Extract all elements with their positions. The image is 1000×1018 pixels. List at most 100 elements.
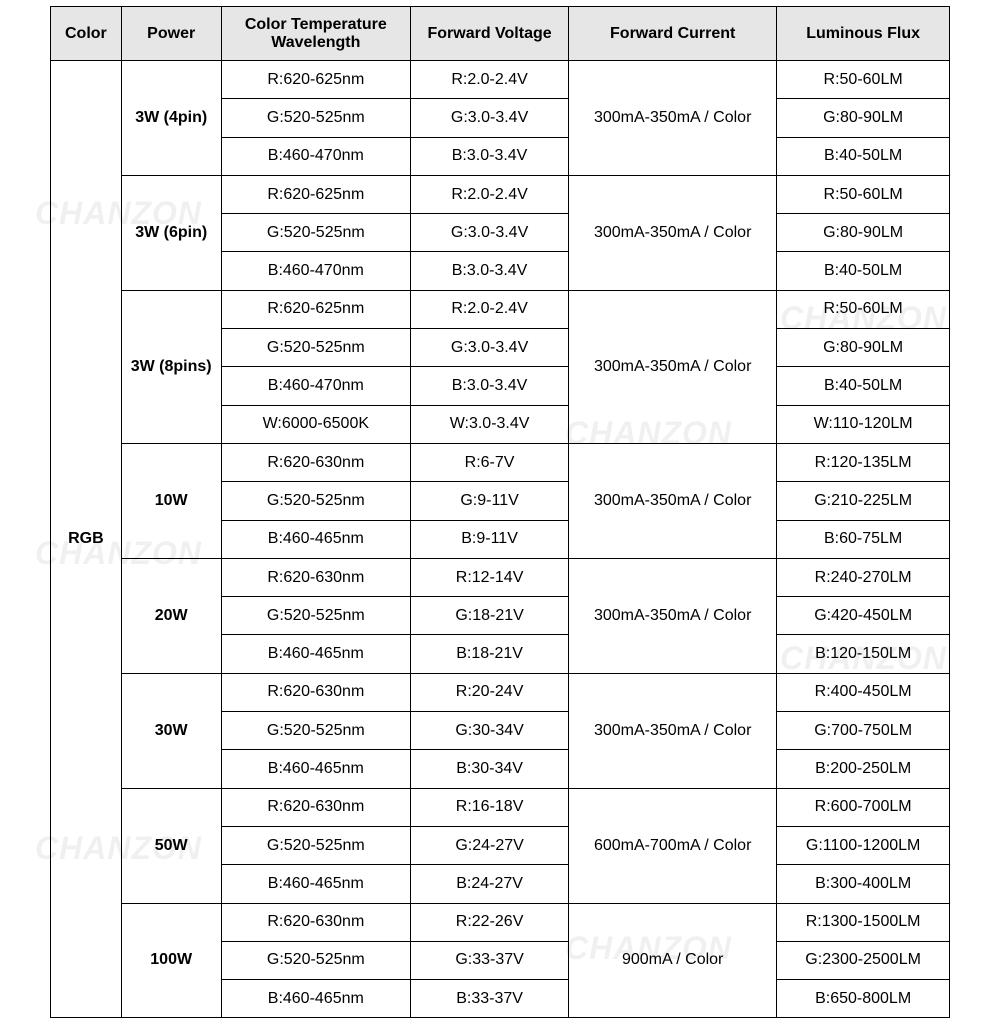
flux-cell: R:400-450LM [777, 673, 950, 711]
wavelength-cell: B:460-465nm [221, 635, 410, 673]
wavelength-cell: W:6000-6500K [221, 405, 410, 443]
header-current: Forward Current [569, 7, 777, 61]
flux-cell: G:80-90LM [777, 214, 950, 252]
voltage-cell: B:3.0-3.4V [410, 137, 568, 175]
voltage-cell: W:3.0-3.4V [410, 405, 568, 443]
flux-cell: B:40-50LM [777, 252, 950, 290]
current-cell: 300mA-350mA / Color [569, 290, 777, 443]
voltage-cell: G:30-34V [410, 712, 568, 750]
table-row: 10WR:620-630nmR:6-7V300mA-350mA / ColorR… [51, 443, 950, 481]
voltage-cell: G:9-11V [410, 482, 568, 520]
flux-cell: R:600-700LM [777, 788, 950, 826]
flux-cell: R:50-60LM [777, 290, 950, 328]
flux-cell: G:210-225LM [777, 482, 950, 520]
flux-cell: B:300-400LM [777, 865, 950, 903]
current-cell: 300mA-350mA / Color [569, 61, 777, 176]
current-cell: 300mA-350mA / Color [569, 673, 777, 788]
wavelength-cell: B:460-465nm [221, 865, 410, 903]
flux-cell: R:50-60LM [777, 175, 950, 213]
table-row: 100WR:620-630nmR:22-26V900mA / ColorR:13… [51, 903, 950, 941]
table-body: RGB3W (4pin)R:620-625nmR:2.0-2.4V300mA-3… [51, 61, 950, 1018]
voltage-cell: G:18-21V [410, 597, 568, 635]
voltage-cell: G:3.0-3.4V [410, 214, 568, 252]
power-cell: 10W [121, 443, 221, 558]
table-wrapper: Color Power Color Temperature Wavelength… [50, 6, 950, 1018]
voltage-cell: B:33-37V [410, 980, 568, 1018]
voltage-cell: R:2.0-2.4V [410, 61, 568, 99]
header-wavelength: Color Temperature Wavelength [221, 7, 410, 61]
voltage-cell: B:30-34V [410, 750, 568, 788]
flux-cell: G:80-90LM [777, 99, 950, 137]
wavelength-cell: R:620-630nm [221, 558, 410, 596]
power-cell: 50W [121, 788, 221, 903]
header-power: Power [121, 7, 221, 61]
table-row: 30WR:620-630nmR:20-24V300mA-350mA / Colo… [51, 673, 950, 711]
voltage-cell: G:24-27V [410, 826, 568, 864]
flux-cell: B:40-50LM [777, 367, 950, 405]
voltage-cell: R:2.0-2.4V [410, 290, 568, 328]
header-color: Color [51, 7, 122, 61]
table-row: 20WR:620-630nmR:12-14V300mA-350mA / Colo… [51, 558, 950, 596]
wavelength-cell: B:460-470nm [221, 252, 410, 290]
power-cell: 3W (6pin) [121, 175, 221, 290]
wavelength-cell: G:520-525nm [221, 597, 410, 635]
wavelength-cell: R:620-630nm [221, 903, 410, 941]
wavelength-cell: G:520-525nm [221, 99, 410, 137]
color-cell: RGB [51, 61, 122, 1018]
flux-cell: G:700-750LM [777, 712, 950, 750]
flux-cell: R:120-135LM [777, 443, 950, 481]
voltage-cell: G:33-37V [410, 941, 568, 979]
flux-cell: G:420-450LM [777, 597, 950, 635]
wavelength-cell: G:520-525nm [221, 482, 410, 520]
power-cell: 100W [121, 903, 221, 1018]
flux-cell: B:120-150LM [777, 635, 950, 673]
wavelength-cell: R:620-625nm [221, 175, 410, 213]
table-row: RGB3W (4pin)R:620-625nmR:2.0-2.4V300mA-3… [51, 61, 950, 99]
table-row: 50WR:620-630nmR:16-18V600mA-700mA / Colo… [51, 788, 950, 826]
power-cell: 30W [121, 673, 221, 788]
flux-cell: W:110-120LM [777, 405, 950, 443]
current-cell: 600mA-700mA / Color [569, 788, 777, 903]
voltage-cell: R:2.0-2.4V [410, 175, 568, 213]
current-cell: 300mA-350mA / Color [569, 558, 777, 673]
flux-cell: R:1300-1500LM [777, 903, 950, 941]
wavelength-cell: R:620-630nm [221, 673, 410, 711]
flux-cell: B:200-250LM [777, 750, 950, 788]
wavelength-cell: G:520-525nm [221, 712, 410, 750]
voltage-cell: R:22-26V [410, 903, 568, 941]
table-head: Color Power Color Temperature Wavelength… [51, 7, 950, 61]
voltage-cell: R:20-24V [410, 673, 568, 711]
flux-cell: B:40-50LM [777, 137, 950, 175]
voltage-cell: B:24-27V [410, 865, 568, 903]
wavelength-cell: R:620-630nm [221, 788, 410, 826]
wavelength-cell: B:460-470nm [221, 367, 410, 405]
wavelength-cell: G:520-525nm [221, 329, 410, 367]
voltage-cell: B:9-11V [410, 520, 568, 558]
flux-cell: G:1100-1200LM [777, 826, 950, 864]
wavelength-cell: G:520-525nm [221, 214, 410, 252]
power-cell: 3W (4pin) [121, 61, 221, 176]
voltage-cell: R:6-7V [410, 443, 568, 481]
voltage-cell: R:16-18V [410, 788, 568, 826]
voltage-cell: B:3.0-3.4V [410, 367, 568, 405]
header-voltage: Forward Voltage [410, 7, 568, 61]
current-cell: 300mA-350mA / Color [569, 175, 777, 290]
wavelength-cell: B:460-465nm [221, 520, 410, 558]
wavelength-cell: R:620-630nm [221, 443, 410, 481]
flux-cell: G:80-90LM [777, 329, 950, 367]
wavelength-cell: G:520-525nm [221, 941, 410, 979]
header-flux: Luminous Flux [777, 7, 950, 61]
wavelength-cell: B:460-465nm [221, 750, 410, 788]
voltage-cell: G:3.0-3.4V [410, 99, 568, 137]
voltage-cell: B:18-21V [410, 635, 568, 673]
flux-cell: R:50-60LM [777, 61, 950, 99]
table-row: 3W (6pin)R:620-625nmR:2.0-2.4V300mA-350m… [51, 175, 950, 213]
led-spec-table: Color Power Color Temperature Wavelength… [50, 6, 950, 1018]
voltage-cell: B:3.0-3.4V [410, 252, 568, 290]
table-row: 3W (8pins)R:620-625nmR:2.0-2.4V300mA-350… [51, 290, 950, 328]
power-cell: 3W (8pins) [121, 290, 221, 443]
voltage-cell: G:3.0-3.4V [410, 329, 568, 367]
power-cell: 20W [121, 558, 221, 673]
wavelength-cell: B:460-465nm [221, 980, 410, 1018]
flux-cell: G:2300-2500LM [777, 941, 950, 979]
